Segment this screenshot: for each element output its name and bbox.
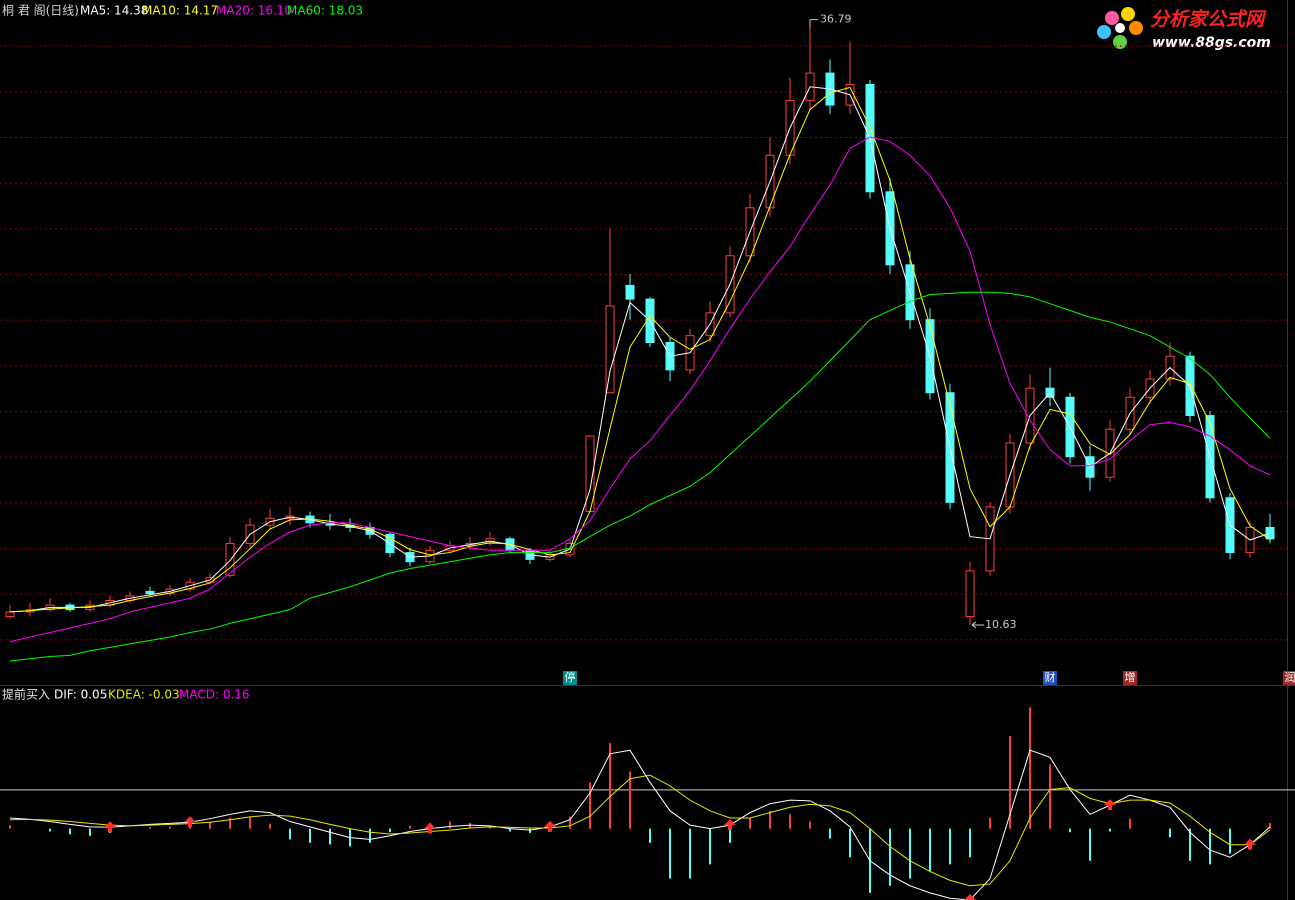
logo-url: www.88gs.com (1152, 35, 1271, 51)
max-label: 36.79 (820, 13, 852, 26)
legend-entry: KDEA: -0.03 (108, 688, 180, 702)
ma-line (9, 136, 1271, 643)
logo: 分析家公式网 www.88gs.com (1097, 7, 1271, 51)
legend-entry: MA10: 14.17 (142, 4, 218, 18)
buy-signal (184, 816, 196, 828)
indicator-line (9, 749, 1271, 900)
buy-signal (964, 894, 976, 900)
legend-entry: MACD: 0.16 (179, 688, 250, 702)
candle-body (5, 611, 15, 618)
legend-entry: MA20: 16.10 (216, 4, 292, 18)
logo-center (1115, 23, 1125, 33)
event-box (563, 671, 577, 685)
buy-signal (1244, 838, 1256, 850)
min-marker (971, 621, 984, 629)
logo-petal (1097, 25, 1111, 39)
event-label: 停 (565, 670, 576, 684)
candle-body (145, 590, 155, 595)
max-marker (809, 19, 818, 28)
event-label: 增 (1125, 670, 1136, 684)
logo-name: 分析家公式网 (1150, 9, 1267, 31)
candle-body (965, 570, 975, 617)
buy-signal (424, 822, 436, 834)
buy-signal (104, 821, 116, 833)
indicator-title: 提前买入 (2, 687, 50, 702)
ma-line (9, 291, 1271, 662)
event-box (1123, 671, 1137, 685)
legend-entry: MA60: 18.03 (287, 4, 363, 18)
logo-petal (1121, 7, 1135, 21)
event-label: 润 (1285, 670, 1295, 684)
logo-petal (1129, 21, 1143, 35)
indicator-line (9, 774, 1271, 887)
min-label: 10.63 (985, 618, 1017, 631)
event-box (1043, 671, 1057, 685)
logo-petal (1113, 35, 1127, 49)
candle-body (605, 305, 615, 394)
candle-body (625, 284, 635, 300)
chart-title: 桐 君 阁(日线) (2, 4, 79, 18)
ma-line (9, 86, 1271, 613)
logo-petal (1105, 11, 1119, 25)
event-box (1283, 671, 1295, 685)
ma-line (9, 86, 1271, 613)
buy-signal (724, 819, 736, 831)
candle-body (225, 542, 235, 576)
buy-signal (544, 820, 556, 832)
legend-entry: MA5: 14.38 (80, 4, 148, 18)
buy-signal (1104, 799, 1116, 811)
event-label: 财 (1045, 670, 1056, 684)
legend-entry: DIF: 0.05 (54, 688, 107, 702)
